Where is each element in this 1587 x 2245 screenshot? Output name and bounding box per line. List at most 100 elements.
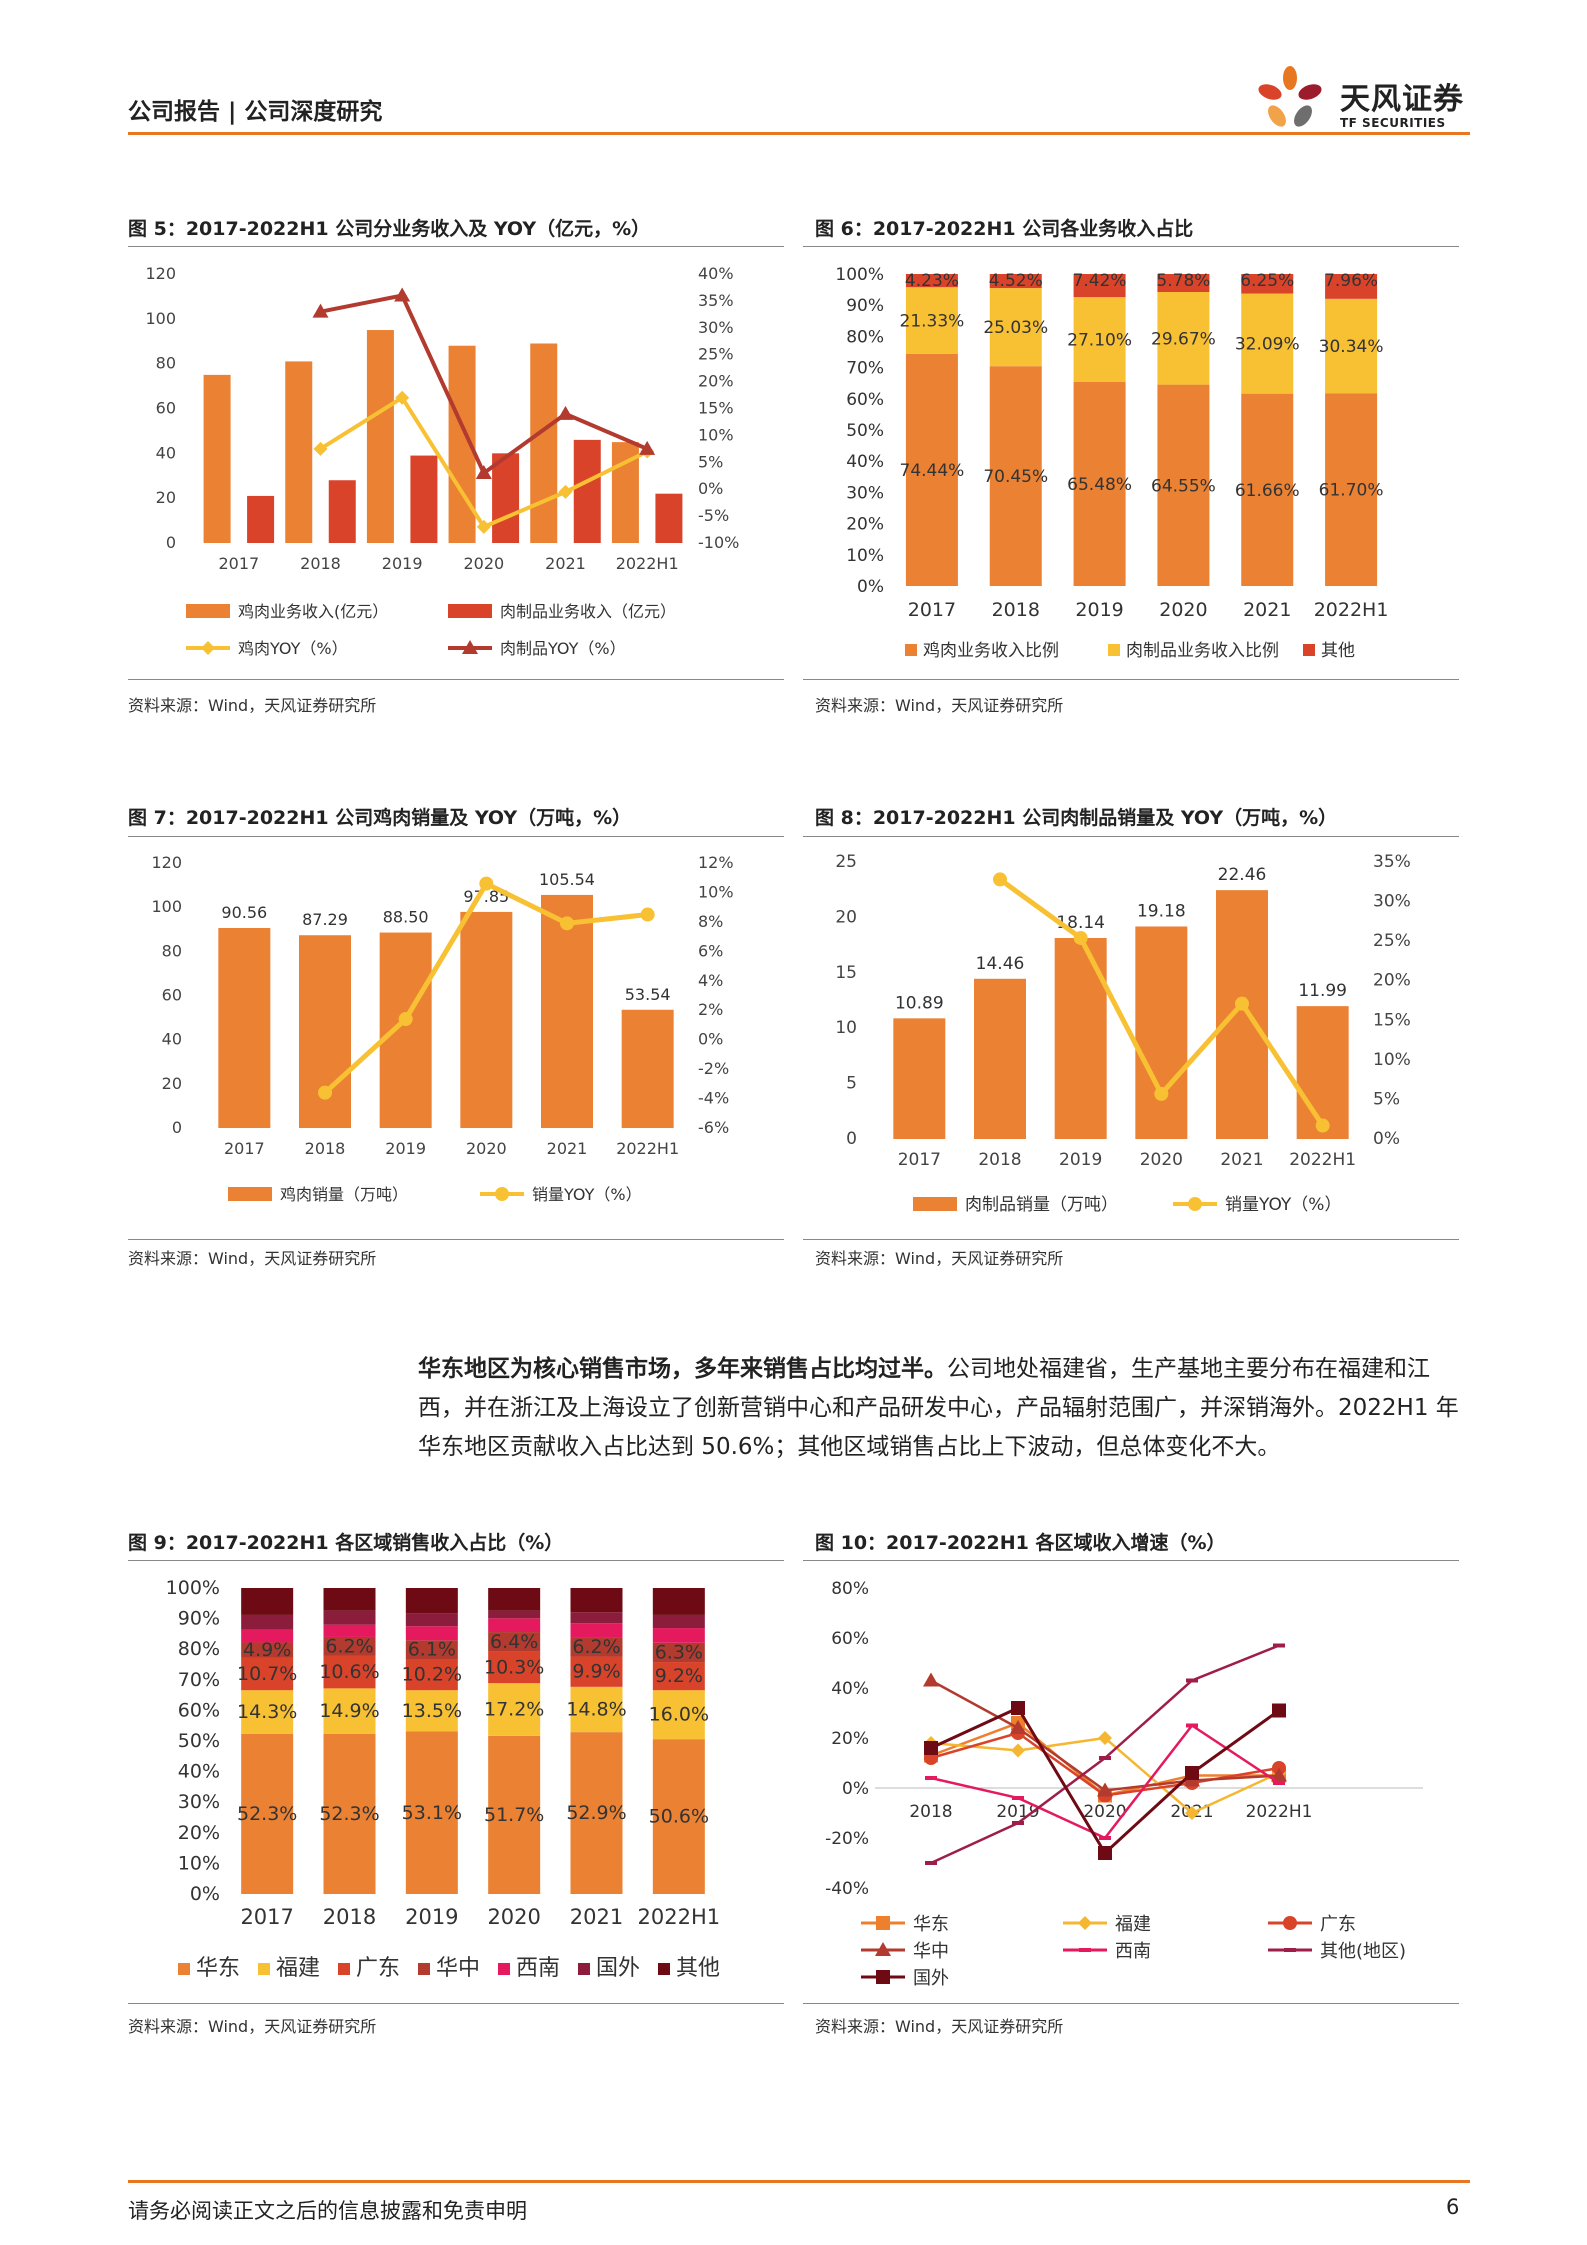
- legend-label: 肉制品销量（万吨）: [965, 1195, 1118, 1215]
- series-point: [923, 1672, 939, 1687]
- fig6-chart: 0% 10% 20% 30% 40% 50% 60% 70% 80% 90% 100% 2017 74.…: [835, 265, 1388, 661]
- series-point: [560, 916, 574, 931]
- legend-label: 华中: [436, 1956, 480, 1981]
- data-label: 16.0%: [649, 1704, 709, 1726]
- legend-label: 其他: [1321, 641, 1355, 661]
- y2-tick-label: 2%: [698, 1000, 723, 1019]
- paragraph-text: 公司地处福建省，生产基地主要分布在福建和江西，并在浙江及上海设立了创新营销中心和…: [418, 1356, 1459, 1460]
- legend-marker: [1283, 1916, 1297, 1930]
- x-tick-label: 2019: [385, 1139, 426, 1158]
- y-tick-label: 90%: [178, 1608, 220, 1630]
- y-tick-label: 120: [145, 264, 176, 283]
- series-point: [993, 872, 1007, 887]
- series-point: [1186, 1723, 1198, 1728]
- bar-segment: [241, 1690, 294, 1734]
- legend-swatch: [418, 1963, 430, 1975]
- bar-segment: [241, 1588, 294, 1615]
- y2-tick-label: 4%: [698, 971, 723, 990]
- data-label: 30.34%: [1319, 337, 1384, 357]
- y2-tick-label: 10%: [698, 425, 734, 444]
- y-tick-label: 80%: [846, 327, 884, 347]
- legend-label: 肉制品YOY（%）: [500, 639, 626, 658]
- bar-segment: [241, 1629, 294, 1643]
- fig9-title: 图 9：2017-2022H1 各区域销售收入占比（%）: [128, 1532, 564, 1554]
- fig10-chart: -40%-20%0%20%40%60%80%201820192020202120…: [825, 1579, 1423, 1989]
- bar-segment: [488, 1651, 541, 1684]
- bar: [621, 1009, 674, 1128]
- y-tick-label: 60%: [178, 1699, 220, 1721]
- legend-label: 西南: [516, 1956, 560, 1981]
- y-tick-label: 40: [162, 1030, 182, 1049]
- y2-tick-label: 8%: [698, 912, 723, 931]
- data-label: 21.33%: [900, 311, 965, 331]
- logo-chinese-name: 天风证券: [1340, 82, 1464, 117]
- legend-label: 其他(地区): [1320, 1941, 1406, 1962]
- data-label: 90.56: [221, 903, 267, 922]
- y2-tick-label: 40%: [698, 264, 734, 283]
- data-label: 9.2%: [655, 1665, 703, 1687]
- legend-swatch: [178, 1963, 190, 1975]
- data-label: 6.3%: [655, 1641, 703, 1663]
- bar-segment: [323, 1636, 376, 1656]
- data-label: 14.8%: [566, 1698, 626, 1720]
- y2-tick-label: 5%: [1373, 1089, 1400, 1109]
- bar: [328, 480, 356, 543]
- bar-segment: [570, 1588, 623, 1613]
- series-point: [1099, 1836, 1111, 1840]
- series-point: [1073, 930, 1088, 945]
- bar-segment: [1325, 274, 1378, 299]
- bar-segment: [323, 1688, 376, 1734]
- y-tick-label: 80%: [178, 1638, 220, 1660]
- bar-segment: [241, 1614, 294, 1630]
- report-header: 公司报告 | 公司深度研究: [128, 99, 383, 125]
- x-tick-label: 2022H1: [616, 554, 679, 573]
- legend-marker: [1079, 1948, 1091, 1952]
- x-tick-label: 2017: [218, 554, 259, 573]
- fig5-chart: 0 20 40 60 80 100 120 -10% -5% 0% 5% 10% 15% 20% 25% 30…: [145, 264, 739, 658]
- y2-tick-label: 0%: [1373, 1129, 1400, 1149]
- y-tick-label: 80: [162, 941, 182, 960]
- bar: [1135, 926, 1188, 1139]
- y-tick-label: 20: [835, 907, 857, 927]
- y2-tick-label: 5%: [698, 452, 723, 471]
- y-tick-label: 120: [151, 853, 182, 872]
- legend-label: 华中: [913, 1941, 949, 1962]
- bar-segment: [652, 1662, 705, 1691]
- series-point: [1154, 1086, 1169, 1101]
- data-label: 6.4%: [490, 1631, 538, 1653]
- x-tick-label: 2017: [240, 1905, 293, 1929]
- x-tick-label: 2019: [405, 1905, 458, 1929]
- data-label: 22.46: [1218, 865, 1267, 885]
- y-tick-label: 50%: [846, 421, 884, 441]
- paragraph-lead: 华东地区为核心销售市场，多年来销售占比均过半。: [418, 1356, 947, 1382]
- data-label: 51.7%: [484, 1804, 544, 1826]
- bar-segment: [323, 1588, 376, 1611]
- y-tick-label: 0: [166, 533, 176, 552]
- page-number: 6: [1446, 2195, 1460, 2219]
- y-tick-label: 100%: [835, 265, 884, 285]
- legend-swatch: [1108, 644, 1120, 656]
- legend-label: 其他: [676, 1956, 720, 1981]
- data-label: 52.3%: [237, 1803, 297, 1825]
- data-label: 10.2%: [402, 1664, 462, 1686]
- legend-label: 肉制品业务收入比例: [1126, 641, 1279, 661]
- bar-segment: [1241, 293, 1294, 394]
- bar: [655, 493, 683, 543]
- legend-swatch: [258, 1963, 270, 1975]
- legend-label: 广东: [1320, 1914, 1356, 1935]
- series-point: [557, 405, 574, 420]
- x-tick-label: 2021: [570, 1905, 623, 1929]
- fig7-frame: [128, 836, 784, 1240]
- data-label: 32.09%: [1235, 335, 1300, 355]
- fig10-source: 资料来源：Wind，天风证券研究所: [815, 2017, 1064, 2036]
- legend-swatch: [658, 1963, 670, 1975]
- bar-segment: [488, 1588, 541, 1611]
- fig7-title: 图 7：2017-2022H1 公司鸡肉销量及 YOY（万吨，%）: [128, 807, 632, 829]
- x-tick-label: 2021: [545, 554, 586, 573]
- legend-swatch: [448, 604, 492, 618]
- y-tick-label: 20%: [846, 515, 884, 535]
- y-tick-label: 20%: [831, 1729, 869, 1749]
- legend-label: 华东: [196, 1956, 240, 1981]
- data-label: 14.3%: [237, 1701, 297, 1723]
- bar-segment: [488, 1735, 541, 1894]
